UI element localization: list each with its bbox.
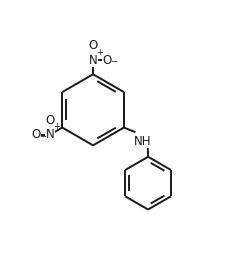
Text: O: O: [45, 114, 54, 127]
Text: +: +: [53, 122, 60, 131]
Text: NH: NH: [134, 135, 151, 148]
Text: O: O: [31, 128, 40, 141]
Text: O: O: [88, 39, 97, 52]
Text: −: −: [110, 57, 117, 66]
Text: +: +: [96, 48, 103, 57]
Text: O: O: [102, 54, 111, 67]
Text: −: −: [39, 132, 46, 141]
Text: N: N: [46, 128, 54, 141]
Text: N: N: [88, 54, 97, 67]
